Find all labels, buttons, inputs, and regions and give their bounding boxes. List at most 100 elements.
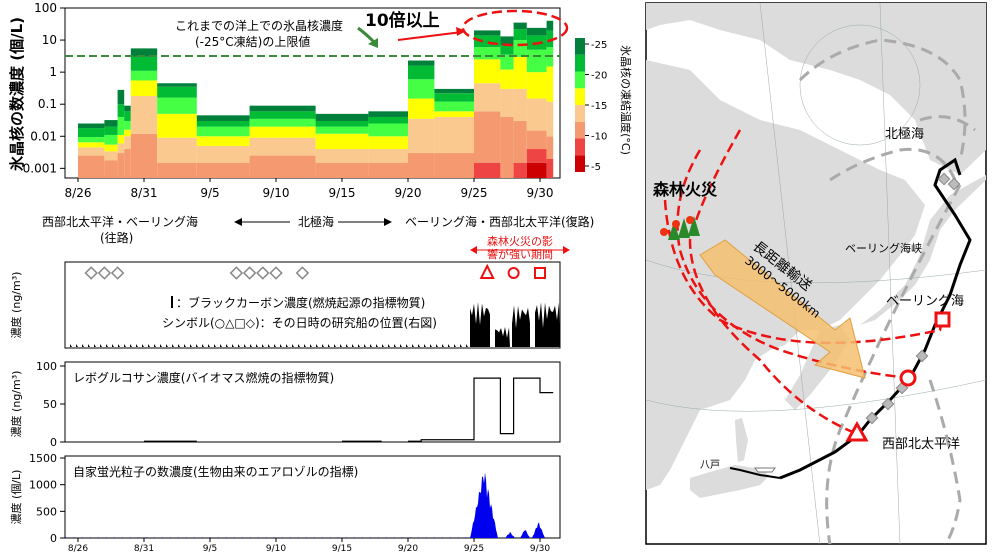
x-tick-label: 9/20 — [398, 544, 418, 554]
colorbar-label: 氷晶核の凍結温度(°C) — [619, 45, 633, 155]
annotation-10x-arrowhead — [456, 27, 466, 36]
ship-diamond — [84, 266, 98, 280]
levoglucosan-chart: 0 50 100 レボグルコサン濃度(バイオマス燃焼の指標物質) 濃度 (ng/m³… — [9, 360, 561, 449]
colorbar-swatch — [575, 38, 585, 55]
x-tick-label: 9/5 — [203, 544, 217, 554]
x-tick-label: 9/30 — [527, 186, 554, 200]
ice-bar-segment — [315, 162, 369, 178]
ice-bar-segment — [513, 162, 527, 178]
ice-bar-segment — [368, 162, 408, 178]
ship-diamond — [242, 266, 257, 280]
ice-bar-segment — [124, 111, 131, 121]
ice-bar-segment — [196, 115, 250, 121]
ice-bar-segment — [130, 80, 158, 97]
annotation-10x-arrow — [397, 31, 463, 41]
ice-bar-segment — [78, 147, 105, 156]
bc-legend-symbols: シンボル(○△□◇)：その日時の研究船の位置(右図) — [162, 315, 437, 330]
x-tick-label: 9/25 — [461, 186, 488, 200]
ice-bar-segment — [408, 60, 435, 66]
colorbar-tick-label: -15 — [591, 101, 607, 112]
ice-bar-segment — [196, 162, 250, 178]
arctic-arrowhead-left — [234, 218, 242, 226]
x-tick-label: 9/15 — [329, 186, 356, 200]
ice-bar-segment — [157, 113, 197, 138]
temperature-colorbar: -25 -20 -15 -10 -5 — [575, 38, 607, 173]
fl-y-tick-label: 1000 — [29, 479, 57, 492]
ice-bar-segment — [104, 126, 118, 135]
fl-y-label: 濃度 (個/L) — [9, 470, 23, 525]
ice-bar-segment — [526, 149, 547, 163]
bc-plot-frame — [64, 261, 561, 349]
x-tick-label: 8/31 — [134, 544, 154, 554]
ice-x-ticks: 8/26 8/31 9/5 9/10 9/15 9/20 9/25 9/30 — [65, 178, 554, 200]
x-tick-label: 9/15 — [332, 544, 352, 554]
ice-y-tick-label: 1 — [49, 65, 57, 79]
ice-bar-segment — [546, 66, 554, 102]
ship-diamond — [97, 266, 112, 280]
fire-period-arrowhead-right — [563, 246, 570, 254]
limit-annotation-arrowhead — [368, 38, 378, 48]
marker-square-bering — [934, 311, 951, 328]
ice-bar-segment — [124, 129, 131, 137]
lev-title: レボグルコサン濃度(バイオマス燃焼の指標物質) — [73, 370, 334, 385]
ice-bar-segment — [513, 88, 527, 121]
ice-y-tick-label: 10 — [42, 33, 57, 47]
x-tick-label: 9/5 — [200, 186, 219, 200]
ice-bar-segment — [368, 111, 408, 117]
ice-bar-segment — [104, 160, 118, 178]
other-cruise-routes — [798, 38, 976, 544]
lev-y-tick-label: 100 — [36, 360, 57, 373]
fl-y-ticks: 0 500 1000 1500 — [29, 452, 65, 545]
fl-x-ticks: 8/26 8/31 9/5 9/10 9/15 9/20 9/25 9/30 — [68, 538, 550, 554]
fl-area — [65, 472, 560, 538]
ice-bar-segment — [130, 96, 158, 134]
label-arctic-ocean: 北極海 — [885, 126, 924, 142]
ice-bar-segment — [196, 145, 250, 163]
lev-y-tick-label: 50 — [43, 398, 57, 411]
annotation-10x: 10倍以上 — [365, 10, 440, 31]
colorbar-swatch — [575, 155, 585, 172]
ice-bar-segment — [368, 136, 408, 150]
colorbar-swatch — [575, 121, 585, 139]
forest-fire-icon — [660, 216, 700, 240]
label-forest-fire: 森林火災 — [653, 180, 718, 199]
land-siberia — [646, 60, 925, 490]
ice-bar-segment — [526, 27, 547, 36]
ice-bar-segment — [124, 149, 131, 178]
ice-bar-segment — [474, 30, 501, 36]
ice-bar-segment — [157, 137, 197, 163]
ice-bar-segment — [157, 162, 197, 178]
ice-bar-segment — [315, 113, 369, 121]
ice-bar-segment — [249, 111, 316, 119]
ice-bar-segment — [124, 105, 131, 112]
ice-bar-segment — [104, 120, 118, 127]
ice-bar-segment — [104, 134, 118, 145]
ice-bar-segment — [117, 153, 125, 178]
bc-y-label: 濃度 (ng/m³) — [9, 272, 23, 339]
ice-bar-segment — [78, 123, 105, 129]
ice-y-tick-label: 0.01 — [30, 129, 57, 143]
fire-period-line2: 響が強い期間 — [487, 247, 553, 261]
ice-bar-segment — [78, 136, 105, 143]
ship-circle — [507, 267, 520, 279]
ice-bar-segment — [130, 133, 158, 178]
ice-bar-segment — [408, 118, 435, 154]
ice-bar-segment — [196, 126, 250, 137]
ice-nuclei-chart: 0.001 0.01 0.1 1 10 100 8/26 8/31 9/5 9/10 9/15 9/… — [8, 1, 633, 200]
ice-y-tick-label: 100 — [34, 1, 57, 15]
fl-y-tick-label: 500 — [36, 505, 57, 518]
lev-y-tick-label: 0 — [50, 436, 57, 449]
ice-bar-segment — [104, 144, 118, 152]
limit-annotation-line2: (-25°C凍結)の上限値 — [195, 34, 310, 49]
ice-y-label: 氷晶核の数濃度 (個/L) — [8, 17, 26, 171]
ice-bar-segment — [315, 133, 369, 150]
ice-bar-segment — [526, 49, 547, 73]
x-tick-label: 8/31 — [131, 186, 158, 200]
ice-bar-segment — [513, 40, 527, 57]
ice-bar-segment — [546, 158, 554, 178]
fire-period-line1: 森林火災の影 — [487, 234, 553, 248]
colorbar-tick-label: -20 — [591, 71, 607, 82]
label-western-pacific: 西部北太平洋 — [882, 437, 960, 452]
ice-bar-segment — [315, 120, 369, 127]
x-tick-label: 9/25 — [464, 544, 484, 554]
